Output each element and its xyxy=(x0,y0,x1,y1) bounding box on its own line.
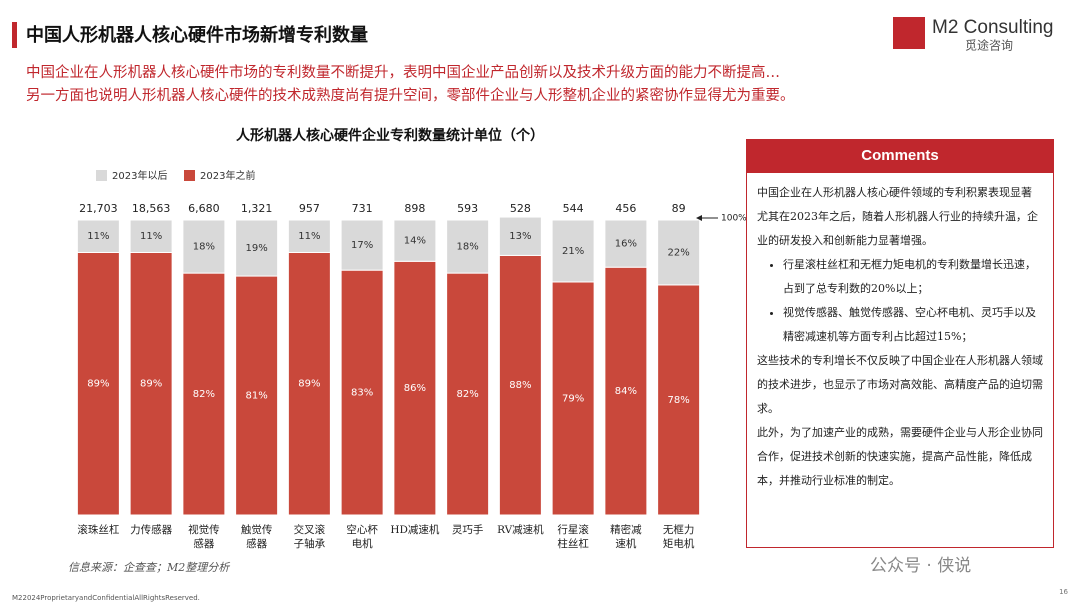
value-label: 81% xyxy=(246,391,268,402)
bar-segment xyxy=(393,219,437,262)
comment-bullet: 视觉传感器、触觉传感器、空心杯电机、灵巧手以及精密减速机等方面专利占比超过15%… xyxy=(783,301,1043,349)
total-label: 528 xyxy=(510,202,531,215)
value-label: 11% xyxy=(87,231,109,242)
comments-body: 中国企业在人形机器人核心硬件领域的专利积累表现显著尤其在2023年之后，随着人形… xyxy=(747,173,1053,493)
logo-sub: 觅途咨询 xyxy=(965,38,1013,53)
bar-segment xyxy=(393,260,437,516)
comment-paragraph: 尤其在2023年之后，随着人形机器人行业的持续升温，企业的研发投入和创新能力显著… xyxy=(757,210,1038,247)
value-label: 18% xyxy=(457,242,479,253)
bar-segment xyxy=(287,219,331,253)
value-label: 19% xyxy=(246,243,268,254)
value-label: 88% xyxy=(509,380,531,391)
bar-segment xyxy=(235,219,279,277)
bar-segment xyxy=(604,219,648,268)
value-label: 86% xyxy=(404,383,426,394)
comment-bullet: 行星滚柱丝杠和无框力矩电机的专利数量增长迅速，占到了总专利数的20%以上； xyxy=(783,253,1043,301)
bar-segment xyxy=(446,219,490,274)
value-label: 89% xyxy=(87,379,109,390)
comments-box: Comments 中国企业在人形机器人核心硬件领域的专利积累表现显著尤其在202… xyxy=(746,139,1054,548)
x-tick-label: 触觉传感器 xyxy=(241,523,273,550)
logo-name: M2 Consulting xyxy=(932,17,1053,38)
title-bar xyxy=(12,22,17,48)
bar-segment xyxy=(657,284,701,516)
total-label: 1,321 xyxy=(241,202,273,215)
total-label: 593 xyxy=(457,202,478,215)
value-label: 11% xyxy=(298,231,320,242)
total-label: 898 xyxy=(404,202,425,215)
bar-segment xyxy=(340,219,384,271)
annotation-arrowhead xyxy=(696,215,702,221)
total-label: 544 xyxy=(563,202,584,215)
bar-segment xyxy=(551,281,595,516)
value-label: 89% xyxy=(140,379,162,390)
bar-segment xyxy=(129,219,173,253)
value-label: 16% xyxy=(615,239,637,250)
legend-swatch xyxy=(184,170,195,181)
copyright: M22024ProprietaryandConfidentialAllRight… xyxy=(12,594,200,602)
annotation: 100% xyxy=(721,214,747,224)
x-tick-label: RV减速机 xyxy=(497,523,544,536)
value-label: 82% xyxy=(457,389,479,400)
bar-segment xyxy=(498,216,542,256)
total-label: 21,703 xyxy=(79,202,118,215)
total-label: 89 xyxy=(672,202,686,215)
x-tick-label: 力传感器 xyxy=(130,523,172,536)
total-label: 731 xyxy=(352,202,373,215)
x-tick-label: 精密减速机 xyxy=(610,523,642,550)
total-label: 957 xyxy=(299,202,320,215)
legend-label: 2023年之前 xyxy=(200,169,255,182)
source: 信息来源：企查查；M2整理分析 xyxy=(68,561,231,574)
value-label: 82% xyxy=(193,389,215,400)
value-label: 79% xyxy=(562,393,584,404)
value-label: 21% xyxy=(562,246,584,257)
total-label: 6,680 xyxy=(188,202,220,215)
bar-segment xyxy=(235,275,279,516)
comment-list: 行星滚柱丝杠和无框力矩电机的专利数量增长迅速，占到了总专利数的20%以上；视觉传… xyxy=(757,253,1043,349)
value-label: 17% xyxy=(351,240,373,251)
slide-title: 中国人形机器人核心硬件市场新增专利数量 xyxy=(26,24,368,46)
value-label: 84% xyxy=(615,386,637,397)
x-tick-label: 滚珠丝杠 xyxy=(77,523,119,536)
value-label: 13% xyxy=(509,231,531,242)
x-tick-label: 视觉传感器 xyxy=(188,523,220,550)
value-label: 89% xyxy=(298,379,320,390)
x-tick-label: 灵巧手 xyxy=(452,523,484,536)
chart-title: 人形机器人核心硬件企业专利数量统计单位（个） xyxy=(236,127,544,144)
x-tick-label: HD减速机 xyxy=(390,523,440,536)
watermark: 公众号 · 侠说 xyxy=(870,556,971,576)
comment-paragraph: 此外，为了加速产业的成熟，需要硬件企业与人形企业协同合作，促进技术创新的快速实施… xyxy=(757,426,1043,487)
bar-segment xyxy=(604,266,648,516)
logo-icon xyxy=(893,17,925,49)
legend-label: 2023年以后 xyxy=(112,169,167,182)
value-label: 18% xyxy=(193,242,215,253)
subtitle: 中国企业在人形机器人核心硬件市场的专利数量不断提升，表明中国企业产品创新以及技术… xyxy=(26,63,780,81)
value-label: 11% xyxy=(140,231,162,242)
total-label: 456 xyxy=(615,202,636,215)
bar-segment xyxy=(446,272,490,516)
page-number: 16 xyxy=(1059,588,1068,596)
comments-title: Comments xyxy=(746,139,1054,173)
bar-segment xyxy=(182,219,226,274)
value-label: 83% xyxy=(351,388,373,399)
bar-segment xyxy=(76,219,120,253)
comment-paragraph: 这些技术的专利增长不仅反映了中国企业在人形机器人领域的技术进步，也显示了市场对高… xyxy=(757,354,1043,415)
bar-segment xyxy=(551,219,595,283)
comment-paragraph: 中国企业在人形机器人核心硬件领域的专利积累表现显著 xyxy=(757,186,1032,199)
total-label: 18,563 xyxy=(132,202,171,215)
x-tick-label: 行星滚柱丝杠 xyxy=(557,523,589,550)
x-tick-label: 交叉滚子轴承 xyxy=(294,523,326,550)
bar-segment xyxy=(287,251,331,516)
bar-segment xyxy=(76,251,120,516)
subtitle: 另一方面也说明人形机器人核心硬件的技术成熟度尚有提升空间，零部件企业与人形整机企… xyxy=(26,86,795,104)
x-tick-label: 无框力矩电机 xyxy=(663,523,695,550)
legend-swatch xyxy=(96,170,107,181)
x-tick-label: 空心杯电机 xyxy=(346,523,378,550)
value-label: 78% xyxy=(668,395,690,406)
bar-segment xyxy=(498,254,542,516)
value-label: 22% xyxy=(668,247,690,258)
bar-segment xyxy=(657,219,701,286)
value-label: 14% xyxy=(404,236,426,247)
